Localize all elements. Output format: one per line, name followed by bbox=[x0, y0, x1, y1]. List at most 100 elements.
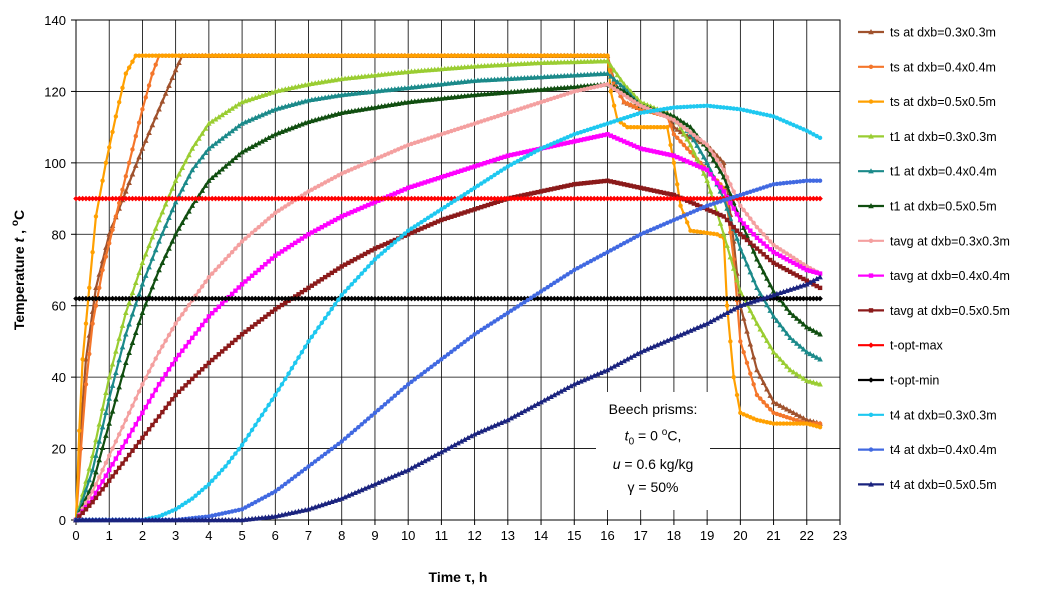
series-point bbox=[817, 178, 823, 183]
series-point bbox=[449, 200, 454, 206]
series-point bbox=[136, 295, 142, 302]
series-point bbox=[153, 387, 158, 393]
series-point bbox=[635, 184, 640, 190]
series-point bbox=[611, 134, 617, 140]
series-point bbox=[797, 413, 803, 419]
series-point bbox=[475, 429, 481, 436]
series-point bbox=[614, 195, 621, 202]
series-point bbox=[721, 105, 726, 110]
y-tick-label: 120 bbox=[44, 84, 66, 99]
series-point bbox=[100, 467, 105, 473]
series-point bbox=[309, 53, 315, 58]
series-point bbox=[103, 482, 109, 488]
legend-label: tavg at dxb=0.4x0.4m bbox=[890, 269, 1010, 283]
series-point bbox=[661, 295, 667, 302]
series-point bbox=[787, 121, 793, 126]
series-point bbox=[764, 337, 770, 343]
series-point bbox=[192, 162, 199, 168]
series-point bbox=[322, 53, 328, 58]
series-point bbox=[239, 195, 245, 202]
series-point bbox=[93, 303, 99, 308]
series-point bbox=[183, 307, 188, 312]
series-point bbox=[425, 179, 431, 184]
series-point bbox=[265, 295, 272, 302]
series-point bbox=[169, 74, 176, 81]
series-point bbox=[223, 346, 228, 351]
series-point bbox=[170, 508, 175, 513]
series-point bbox=[253, 422, 258, 428]
series-point bbox=[226, 107, 232, 113]
legend-label: tavg at dxb=0.3x0.3m bbox=[890, 234, 1010, 248]
series-point bbox=[675, 105, 680, 110]
series-point bbox=[245, 117, 252, 123]
series-point bbox=[348, 295, 355, 302]
series-point bbox=[412, 195, 418, 202]
series-point bbox=[193, 331, 198, 336]
series-point bbox=[784, 195, 790, 202]
series-point bbox=[604, 295, 611, 302]
series-point bbox=[239, 239, 245, 244]
series-point bbox=[445, 53, 451, 58]
series-point bbox=[614, 79, 621, 85]
series-point bbox=[143, 404, 148, 410]
legend-label: t-opt-min bbox=[890, 374, 939, 388]
series-point bbox=[804, 264, 809, 269]
series-point bbox=[750, 195, 757, 202]
series-point bbox=[243, 53, 248, 58]
series-point bbox=[269, 213, 275, 218]
series-point bbox=[116, 432, 122, 437]
series-point bbox=[113, 369, 119, 376]
series-point bbox=[624, 195, 631, 202]
series-point bbox=[109, 295, 116, 302]
series-point bbox=[704, 295, 710, 302]
series-point bbox=[362, 161, 368, 166]
series-point bbox=[631, 195, 637, 202]
legend-marker bbox=[868, 168, 874, 174]
series-point bbox=[661, 339, 667, 345]
x-tick-label: 15 bbox=[567, 528, 581, 543]
series-point bbox=[495, 113, 501, 119]
series-point bbox=[123, 195, 129, 202]
series-point bbox=[472, 185, 477, 191]
series-point bbox=[588, 126, 594, 132]
series-point bbox=[186, 173, 192, 179]
legend-item: t-opt-min bbox=[858, 374, 939, 388]
series-point bbox=[439, 357, 444, 362]
series-point bbox=[439, 207, 444, 212]
series-point bbox=[781, 249, 786, 254]
series-point bbox=[582, 128, 587, 134]
series-point bbox=[219, 511, 225, 516]
series-point bbox=[219, 195, 225, 202]
series-point bbox=[588, 135, 594, 141]
series-point bbox=[276, 208, 281, 213]
series-point bbox=[764, 235, 770, 241]
legend-marker bbox=[868, 99, 874, 104]
series-point bbox=[386, 399, 391, 404]
series-point bbox=[754, 195, 760, 202]
series-point bbox=[561, 195, 568, 202]
series-point bbox=[704, 203, 710, 208]
series-point bbox=[226, 160, 232, 166]
series-point bbox=[685, 104, 690, 109]
series-point bbox=[645, 109, 650, 114]
series-point bbox=[226, 509, 231, 515]
series-point bbox=[525, 149, 530, 154]
series-point bbox=[469, 122, 474, 127]
series-point bbox=[356, 207, 361, 212]
series-point bbox=[395, 295, 402, 302]
series-point bbox=[747, 195, 754, 202]
series-point bbox=[302, 195, 308, 202]
series-point bbox=[771, 421, 776, 426]
series-point bbox=[648, 124, 653, 130]
series-point bbox=[421, 458, 428, 464]
series-point bbox=[259, 264, 265, 270]
series-point bbox=[768, 257, 773, 263]
series-point bbox=[452, 53, 457, 58]
series-point bbox=[309, 195, 315, 202]
series-point bbox=[136, 120, 142, 125]
series-point bbox=[319, 277, 325, 282]
series-point bbox=[76, 295, 83, 302]
series-point bbox=[578, 53, 584, 58]
series-point bbox=[372, 257, 378, 262]
